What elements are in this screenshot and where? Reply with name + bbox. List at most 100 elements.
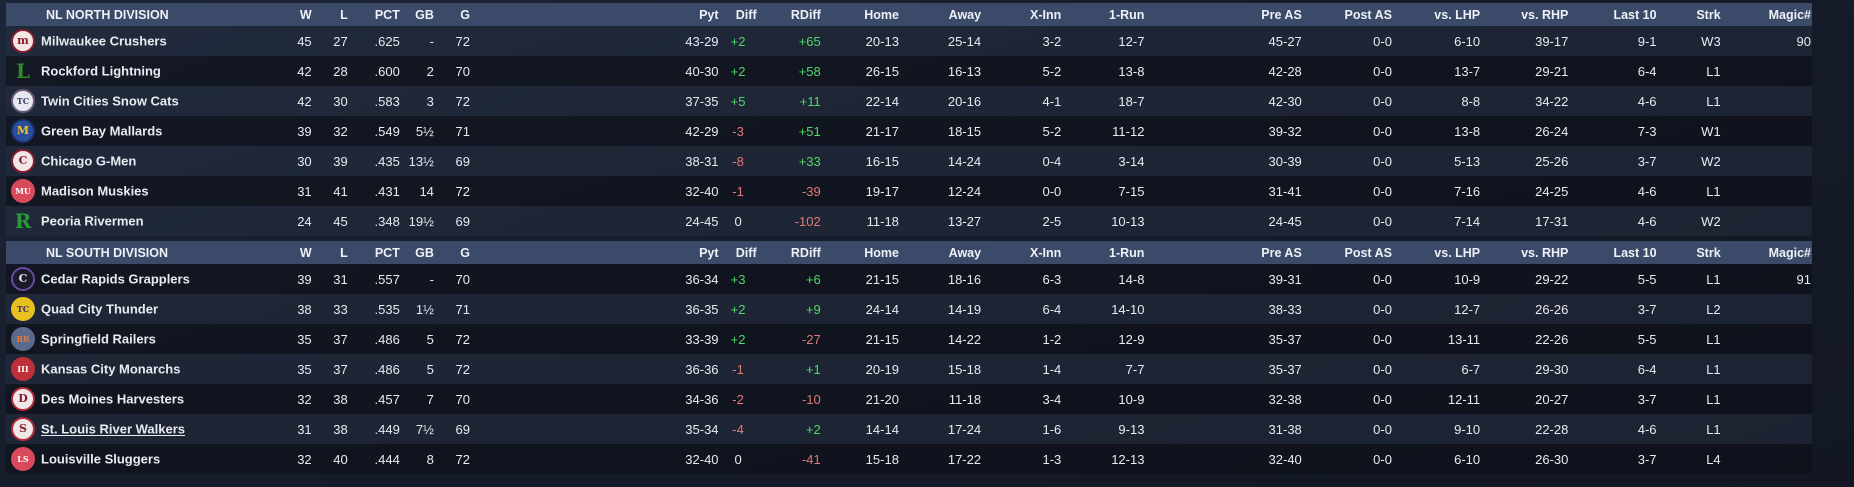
one-run-cell: 12-7 [1062,26,1146,56]
column-header-run-diff[interactable]: RDiff [757,3,822,26]
team-row[interactable]: S St. Louis River Walkers 31 38.449 7½ 69 35-3… [6,414,1812,444]
vs-lhp-cell: 6-7 [1392,354,1482,384]
column-header-pct[interactable]: PCT [348,241,401,264]
losses-cell: 28 [312,56,349,86]
column-header-post-all-star[interactable]: Post AS [1302,241,1393,264]
column-header-last-10[interactable]: Last 10 [1569,3,1658,26]
column-header-wins[interactable]: W [280,3,313,26]
column-header-away[interactable]: Away [899,241,983,264]
team-name-link[interactable]: St. Louis River Walkers [41,421,186,437]
team-row[interactable]: TC Twin Cities Snow Cats 42 30.583 3 72 37-35 +… [6,86,1812,116]
extra-innings-cell: 3-4 [982,384,1063,414]
magic-number-cell [1721,146,1812,176]
column-header-home[interactable]: Home [821,241,900,264]
column-header-vs-rhp[interactable]: vs. RHP [1481,3,1570,26]
column-header-wins[interactable]: W [280,241,313,264]
last-10-cell: 6-4 [1569,354,1658,384]
pct-cell: .600 [348,56,401,86]
team-name-link[interactable]: Springfield Railers [41,331,156,347]
pre-all-star-cell: 39-32 [1145,116,1303,146]
column-header-post-all-star[interactable]: Post AS [1302,3,1393,26]
home-cell: 21-17 [821,116,900,146]
team-cell: TC Twin Cities Snow Cats [6,86,281,116]
column-header-magic-number[interactable]: Magic# [1721,3,1812,26]
team-cell: RR Springfield Railers [6,324,281,354]
team-name-link[interactable]: Peoria Rivermen [41,213,144,229]
last-10-cell: 9-1 [1569,26,1658,56]
team-cell: III Kansas City Monarchs [6,354,281,384]
team-name-link[interactable]: Rockford Lightning [41,63,161,79]
column-header-losses[interactable]: L [312,241,349,264]
column-header-diff[interactable]: Diff [719,241,758,264]
column-header-one-run[interactable]: 1-Run [1062,241,1146,264]
team-name-link[interactable]: Twin Cities Snow Cats [41,93,179,109]
column-header-vs-rhp[interactable]: vs. RHP [1481,241,1570,264]
team-row[interactable]: R Peoria Rivermen 24 45.348 19½ 69 24-45 0 -102 1… [6,206,1812,236]
wins-cell: 30 [280,146,313,176]
team-logo-icon: m [11,29,35,53]
column-header-extra-innings[interactable]: X-Inn [982,3,1063,26]
team-name-link[interactable]: Cedar Rapids Grapplers [41,271,190,287]
team-row[interactable]: C Chicago G-Men 30 39.435 13½ 69 38-31 -8 +33 16-… [6,146,1812,176]
column-header-home[interactable]: Home [821,3,900,26]
column-header-one-run[interactable]: 1-Run [1062,3,1146,26]
team-name-link[interactable]: Quad City Thunder [41,301,158,317]
team-row[interactable]: D Des Moines Harvesters 32 38.457 7 70 34-36 -2… [6,384,1812,414]
team-name-link[interactable]: Milwaukee Crushers [41,33,167,49]
last-10-cell: 4-6 [1569,86,1658,116]
column-header-pythag[interactable]: Pyt [470,241,720,264]
team-row[interactable]: RR Springfield Railers 35 37.486 5 72 33-39 +2-… [6,324,1812,354]
column-header-pct[interactable]: PCT [348,3,401,26]
column-header-pre-all-star[interactable]: Pre AS [1145,3,1303,26]
team-row[interactable]: m Milwaukee Crushers 45 27.625-72 43-29 +2 +65… [6,26,1812,56]
vs-lhp-cell: 9-10 [1392,414,1482,444]
post-all-star-cell: 0-0 [1302,56,1393,86]
team-row[interactable]: M Green Bay Mallards 39 32.549 5½ 71 42-29 -3 +5… [6,116,1812,146]
team-row[interactable]: L Rockford Lightning 42 28.600 2 70 40-30 +2 +58… [6,56,1812,86]
magic-number-cell [1721,116,1812,146]
column-header-losses[interactable]: L [312,3,349,26]
column-header-pythag[interactable]: Pyt [470,3,720,26]
column-header-last-10[interactable]: Last 10 [1569,241,1658,264]
team-row[interactable]: C Cedar Rapids Grapplers 39 31.557-70 36-34 +… [6,264,1812,294]
wins-cell: 31 [280,414,313,444]
team-row[interactable]: III Kansas City Monarchs 35 37.486 5 72 36-36-… [6,354,1812,384]
column-header-games[interactable]: G [434,3,471,26]
column-header-diff[interactable]: Diff [719,3,758,26]
last-10-cell: 3-7 [1569,444,1658,474]
column-header-magic-number[interactable]: Magic# [1721,241,1812,264]
team-name-link[interactable]: Kansas City Monarchs [41,361,181,377]
vs-rhp-cell: 34-22 [1481,86,1570,116]
column-header-streak[interactable]: Strk [1657,241,1722,264]
column-header-streak[interactable]: Strk [1657,3,1722,26]
team-name-link[interactable]: Chicago G-Men [41,153,137,169]
games-cell: 71 [434,116,471,146]
pythag-cell: 42-29 [470,116,720,146]
column-header-away[interactable]: Away [899,3,983,26]
team-cell: MU Madison Muskies [6,176,281,206]
column-header-vs-lhp[interactable]: vs. LHP [1392,3,1482,26]
extra-innings-cell: 1-3 [982,444,1063,474]
column-header-games-back[interactable]: GB [400,241,435,264]
extra-innings-cell: 3-2 [982,26,1063,56]
post-all-star-cell: 0-0 [1302,26,1393,56]
column-header-extra-innings[interactable]: X-Inn [982,241,1063,264]
division-title: NL NORTH DIVISION [6,3,281,26]
team-row[interactable]: MU Madison Muskies 31 41.431 14 72 32-40 -1 -39 1… [6,176,1812,206]
team-name-link[interactable]: Louisville Sluggers [41,451,161,467]
vs-rhp-cell: 39-17 [1481,26,1570,56]
column-header-pre-all-star[interactable]: Pre AS [1145,241,1303,264]
column-header-games[interactable]: G [434,241,471,264]
pct-cell: .444 [348,444,401,474]
losses-cell: 41 [312,176,349,206]
team-row[interactable]: TC Quad City Thunder 38 33.535 1½ 71 36-35 +2 +9… [6,294,1812,324]
post-all-star-cell: 0-0 [1302,116,1393,146]
column-header-vs-lhp[interactable]: vs. LHP [1392,241,1482,264]
pythag-cell: 33-39 [470,324,720,354]
team-name-link[interactable]: Des Moines Harvesters [41,391,185,407]
column-header-run-diff[interactable]: RDiff [757,241,822,264]
team-row[interactable]: LS Louisville Sluggers 32 40.444 8 72 32-40 0 -4… [6,444,1812,474]
team-name-link[interactable]: Madison Muskies [41,183,149,199]
column-header-games-back[interactable]: GB [400,3,435,26]
team-name-link[interactable]: Green Bay Mallards [41,123,163,139]
